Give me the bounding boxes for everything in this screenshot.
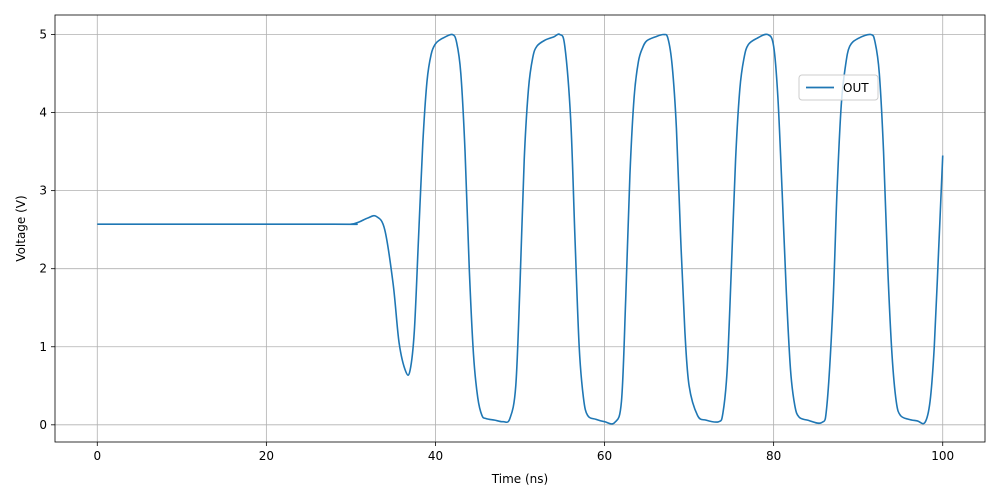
- legend-label-out: OUT: [843, 81, 869, 95]
- x-axis-label: Time (ns): [491, 472, 548, 486]
- y-axis-label: Voltage (V): [14, 195, 28, 261]
- grid-lines: [55, 15, 985, 442]
- x-tick-label: 0: [93, 449, 101, 463]
- y-tick-label: 4: [39, 106, 47, 120]
- legend-box: [798, 74, 879, 101]
- x-tick-label: 80: [766, 449, 781, 463]
- y-tick-label: 2: [39, 262, 47, 276]
- x-tick-label: 100: [931, 449, 954, 463]
- x-tick-label: 40: [428, 449, 443, 463]
- series-layer: [97, 33, 944, 425]
- plot-area-frame: [54, 14, 986, 443]
- x-tick-label: 60: [597, 449, 612, 463]
- y-tick-label: 1: [39, 340, 47, 354]
- y-tick-label: 3: [39, 184, 47, 198]
- series-line-out: [97, 33, 944, 425]
- axis-ticks: 0 20 40 60 80 100 0 1 2 3 4 5: [39, 28, 954, 463]
- y-tick-label: 5: [39, 28, 47, 42]
- legend: OUT: [798, 74, 879, 101]
- x-tick-label: 20: [259, 449, 274, 463]
- y-tick-label: 0: [39, 418, 47, 432]
